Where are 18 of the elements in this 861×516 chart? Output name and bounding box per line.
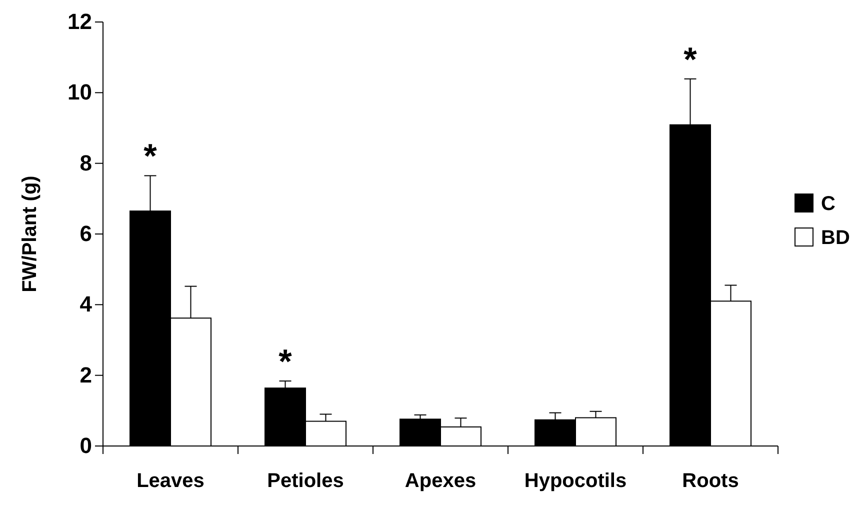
x-tick-label: Leaves xyxy=(136,470,204,492)
annotation: * xyxy=(278,342,293,381)
annotation: * xyxy=(144,138,158,176)
y-tick-label: 4 xyxy=(80,292,93,317)
y-tick-label: 2 xyxy=(80,362,92,388)
annotation: * xyxy=(684,40,698,79)
x-tick-label: Petioles xyxy=(267,470,344,492)
legend-label: BD xyxy=(821,227,850,249)
y-tick-label: 12 xyxy=(68,9,92,34)
legend-label: C xyxy=(821,193,836,215)
y-tick-label: 0 xyxy=(80,433,92,458)
y-tick-label: 10 xyxy=(68,80,92,105)
y-tick-label: 6 xyxy=(80,221,92,246)
x-tick-label: Apexes xyxy=(404,470,476,492)
x-tick-label: Hypocotils xyxy=(524,470,627,492)
y-axis-title: FW/Plant (g) xyxy=(19,176,41,292)
x-tick-label: Roots xyxy=(682,470,739,492)
y-tick-label: 8 xyxy=(80,150,92,176)
